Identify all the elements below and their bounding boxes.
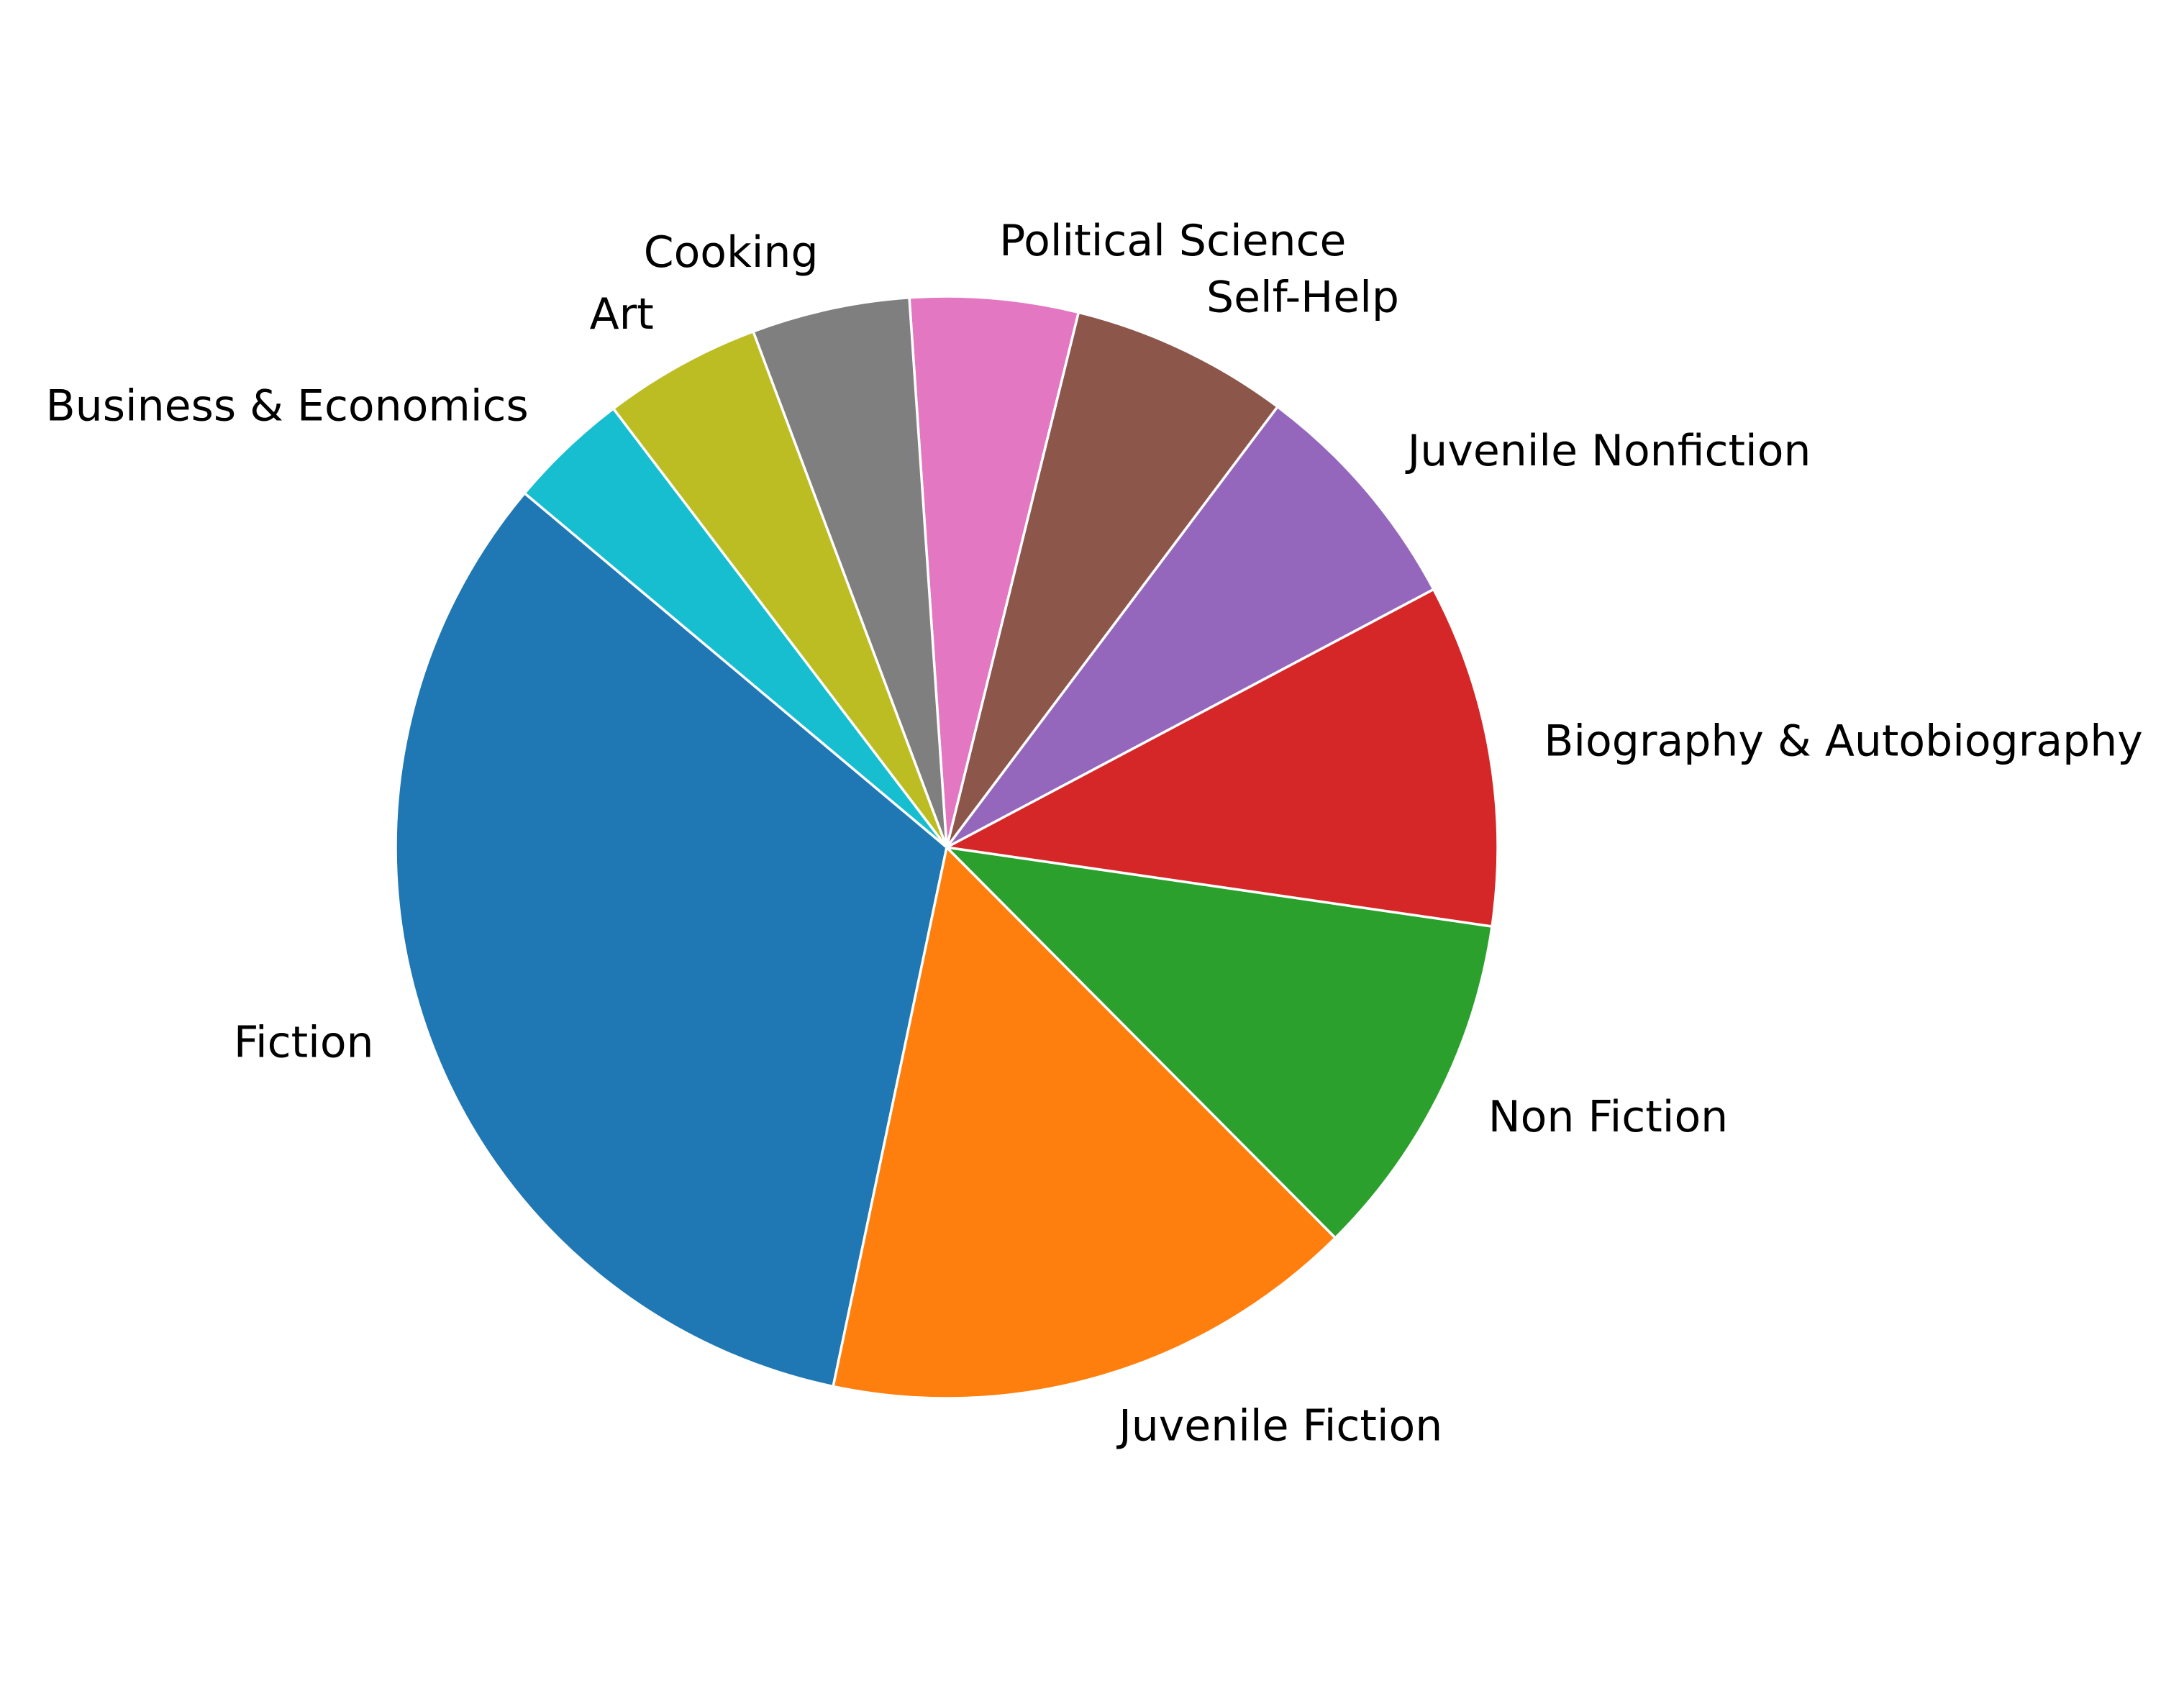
pie-slice-biography-and-autobiography	[945, 588, 1499, 928]
slice-label-art: Art	[590, 289, 654, 340]
pie-slice-juvenile-fiction	[832, 846, 1337, 1400]
pie-slice-self-help	[945, 311, 1279, 849]
slice-label-self-help: Self-Help	[1206, 272, 1399, 322]
pie-slice-fiction	[394, 491, 948, 1388]
slice-label-fiction: Fiction	[234, 1018, 374, 1068]
slice-label-non-fiction: Non Fiction	[1488, 1092, 1728, 1142]
pie-slices	[394, 295, 1499, 1400]
pie-slice-juvenile-nonfiction	[945, 405, 1435, 849]
slice-label-cooking: Cooking	[644, 227, 819, 278]
pie-slice-cooking	[752, 296, 948, 849]
slice-label-juvenile-nonfiction: Juvenile Nonfiction	[1405, 426, 1811, 476]
slice-label-political-science: Political Science	[999, 216, 1346, 266]
pie-labels: Fiction Juvenile Fiction Non Fiction Biogra…	[46, 216, 2143, 1451]
pie-slice-business-and-economics	[523, 407, 948, 849]
slice-label-business-and-economics: Business & Economics	[46, 381, 529, 432]
pie-slice-art	[611, 330, 948, 849]
pie-slice-non-fiction	[945, 846, 1493, 1239]
slice-label-juvenile-fiction: Juvenile Fiction	[1116, 1401, 1442, 1452]
slice-label-biography-and-autobiography: Biography & Autobiography	[1544, 716, 2143, 767]
pie-slice-political-science	[908, 295, 1080, 849]
